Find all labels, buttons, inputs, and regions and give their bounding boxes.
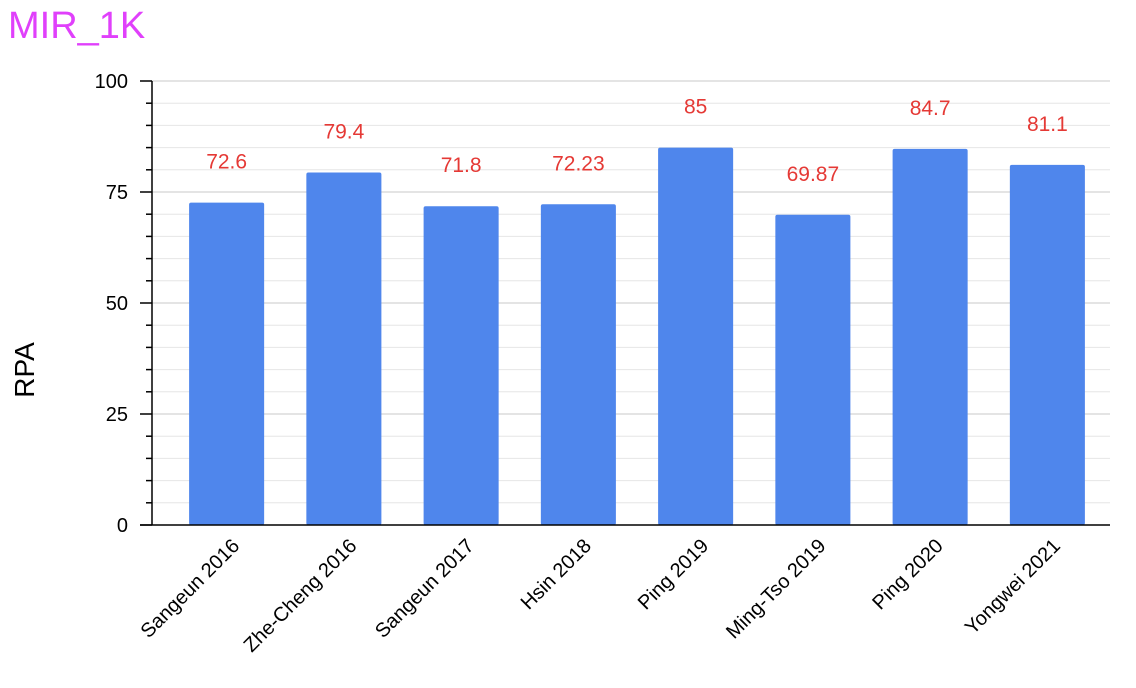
data-label: 85 xyxy=(684,96,707,119)
bar xyxy=(306,172,382,526)
axes xyxy=(140,80,1110,526)
chart-title: MIR_1K xyxy=(8,5,145,47)
y-tick-label: 50 xyxy=(106,293,128,315)
x-tick-label: Ming-Tso 2019 xyxy=(722,535,830,643)
data-label: 69.87 xyxy=(787,163,840,186)
x-tick-label: Sangeun 2016 xyxy=(137,535,245,643)
bar xyxy=(189,202,265,525)
data-label: 84.7 xyxy=(910,97,951,120)
x-tick-label: Ping 2020 xyxy=(868,535,947,614)
y-tick-label: 25 xyxy=(106,404,128,426)
x-tick-label: Hsin 2018 xyxy=(517,535,596,614)
y-tick-label: 0 xyxy=(117,515,128,537)
x-tick-label: Sangeun 2017 xyxy=(371,535,479,643)
x-tick-label: Yongwei 2021 xyxy=(961,535,1065,639)
bar xyxy=(540,204,616,525)
y-axis-label: RPA xyxy=(9,342,40,398)
data-label: 79.4 xyxy=(323,120,364,143)
bar xyxy=(1009,164,1085,525)
bar xyxy=(423,206,499,525)
x-tick-label: Ping 2019 xyxy=(634,535,713,614)
bar xyxy=(892,148,968,525)
data-label: 71.8 xyxy=(441,154,482,177)
bar xyxy=(658,147,734,525)
bar xyxy=(775,214,851,525)
data-label: 81.1 xyxy=(1027,113,1068,136)
bars xyxy=(189,147,1085,526)
x-tick-label: Zhe-Cheng 2016 xyxy=(240,535,362,657)
y-tick-label: 75 xyxy=(106,182,128,204)
data-label: 72.23 xyxy=(552,152,605,175)
data-label: 72.6 xyxy=(206,151,247,174)
y-tick-label: 100 xyxy=(95,71,128,93)
